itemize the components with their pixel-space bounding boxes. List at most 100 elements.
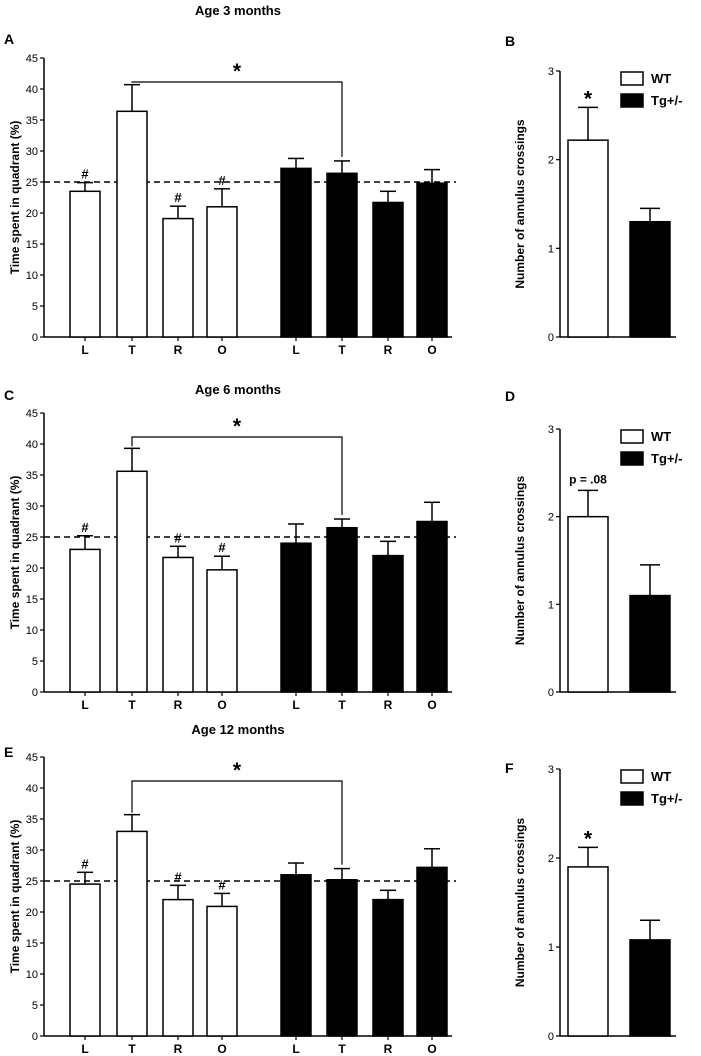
panel-title: Age 6 months [195, 382, 281, 397]
y-tick-label: 1 [548, 243, 554, 255]
significance-bracket [131, 436, 343, 516]
y-tick-label: 40 [26, 783, 38, 795]
y-tick-label: 20 [26, 563, 38, 575]
bar-wt [567, 139, 609, 338]
y-tick-label: 40 [26, 439, 38, 451]
significance-marker: # [81, 856, 89, 871]
bar-tg-T [326, 172, 358, 338]
y-tick-label: 2 [548, 853, 554, 865]
bar-tg-O [416, 520, 448, 693]
legend-label: WT [651, 429, 671, 444]
y-tick-label: 5 [32, 301, 38, 313]
y-tick-label: 35 [26, 814, 38, 826]
panel-letter: B [505, 33, 515, 49]
bar-tg [629, 594, 671, 693]
y-axis-label: Time spent in quadrant (%) [8, 121, 22, 275]
legend-swatch-wt [620, 71, 644, 86]
bar-wt-L [69, 883, 101, 1037]
y-tick-label: 15 [26, 239, 38, 251]
bar-wt-T [116, 470, 148, 693]
bar-wt-O [206, 206, 238, 338]
x-tick-label: R [174, 1042, 183, 1056]
significance-marker: # [81, 167, 89, 182]
significance-marker: * [584, 827, 593, 850]
y-tick-label: 25 [26, 177, 38, 189]
x-tick-label: O [427, 698, 436, 712]
y-tick-label: 45 [26, 53, 38, 65]
x-tick-label: L [81, 1042, 88, 1056]
y-tick-label: 10 [26, 969, 38, 981]
bar-wt-O [206, 905, 238, 1037]
y-tick-label: 10 [26, 625, 38, 637]
significance-marker: # [218, 173, 226, 188]
x-tick-label: R [384, 343, 393, 357]
x-tick-label: O [217, 698, 226, 712]
y-axis-label: Time spent in quadrant (%) [8, 476, 22, 630]
legend-swatch-wt [620, 429, 644, 444]
x-tick-label: R [384, 698, 393, 712]
significance-marker: p = .08 [569, 472, 607, 486]
legend-label: Tg+/- [651, 93, 682, 108]
panel-letter: C [4, 387, 14, 403]
y-tick-label: 10 [26, 270, 38, 282]
legend-swatch-tg [620, 451, 644, 466]
bar-wt-O [206, 569, 238, 693]
panel-letter: E [4, 744, 13, 760]
bar-tg-T [326, 526, 358, 693]
panel-title: Age 3 months [195, 3, 281, 18]
y-tick-label: 40 [26, 84, 38, 96]
y-tick-label: 1 [548, 599, 554, 611]
y-tick-label: 2 [548, 512, 554, 524]
panel-letter: D [505, 388, 515, 404]
y-tick-label: 3 [548, 66, 554, 78]
y-tick-label: 20 [26, 907, 38, 919]
panel-title: Age 12 months [191, 722, 284, 737]
significance-marker: # [218, 877, 226, 892]
y-tick-label: 0 [32, 1031, 38, 1043]
y-tick-label: 5 [32, 656, 38, 668]
y-tick-label: 35 [26, 115, 38, 127]
bar-tg-L [280, 167, 312, 338]
y-tick-label: 3 [548, 764, 554, 776]
x-tick-label: L [292, 1042, 299, 1056]
bar-tg-T [326, 879, 358, 1037]
y-axis-label: Number of annulus crossings [513, 119, 527, 289]
x-tick-label: O [217, 1042, 226, 1056]
y-tick-label: 15 [26, 594, 38, 606]
x-tick-label: O [427, 343, 436, 357]
significance-marker: # [174, 869, 182, 884]
legend-label: WT [651, 769, 671, 784]
legend-swatch-wt [620, 769, 644, 784]
significance-marker: # [174, 190, 182, 205]
x-tick-label: T [338, 698, 346, 712]
y-axis-label: Number of annulus crossings [513, 817, 527, 987]
y-tick-label: 15 [26, 938, 38, 950]
x-tick-label: T [128, 698, 136, 712]
significance-bracket [131, 780, 343, 865]
y-tick-label: 3 [548, 424, 554, 436]
y-tick-label: 30 [26, 146, 38, 158]
x-tick-label: T [128, 1042, 136, 1056]
x-tick-label: T [338, 343, 346, 357]
y-tick-label: 45 [26, 408, 38, 420]
y-tick-label: 0 [548, 332, 554, 344]
x-tick-label: R [174, 698, 183, 712]
panel-letter: F [505, 760, 514, 776]
x-tick-label: O [427, 1042, 436, 1056]
y-tick-label: 45 [26, 752, 38, 764]
bar-wt-R [162, 217, 194, 338]
legend-swatch-tg [620, 93, 644, 108]
legend-label: WT [651, 71, 671, 86]
bar-wt-L [69, 548, 101, 693]
x-tick-label: R [174, 343, 183, 357]
bar-tg-R [372, 554, 404, 693]
y-axis-label: Time spent in quadrant (%) [8, 820, 22, 974]
legend-label: Tg+/- [651, 451, 682, 466]
y-tick-label: 0 [548, 687, 554, 699]
significance-marker: # [218, 540, 226, 555]
significance-marker: # [81, 520, 89, 535]
significance-marker: * [584, 87, 593, 110]
bar-tg [629, 220, 671, 338]
y-tick-label: 5 [32, 1000, 38, 1012]
